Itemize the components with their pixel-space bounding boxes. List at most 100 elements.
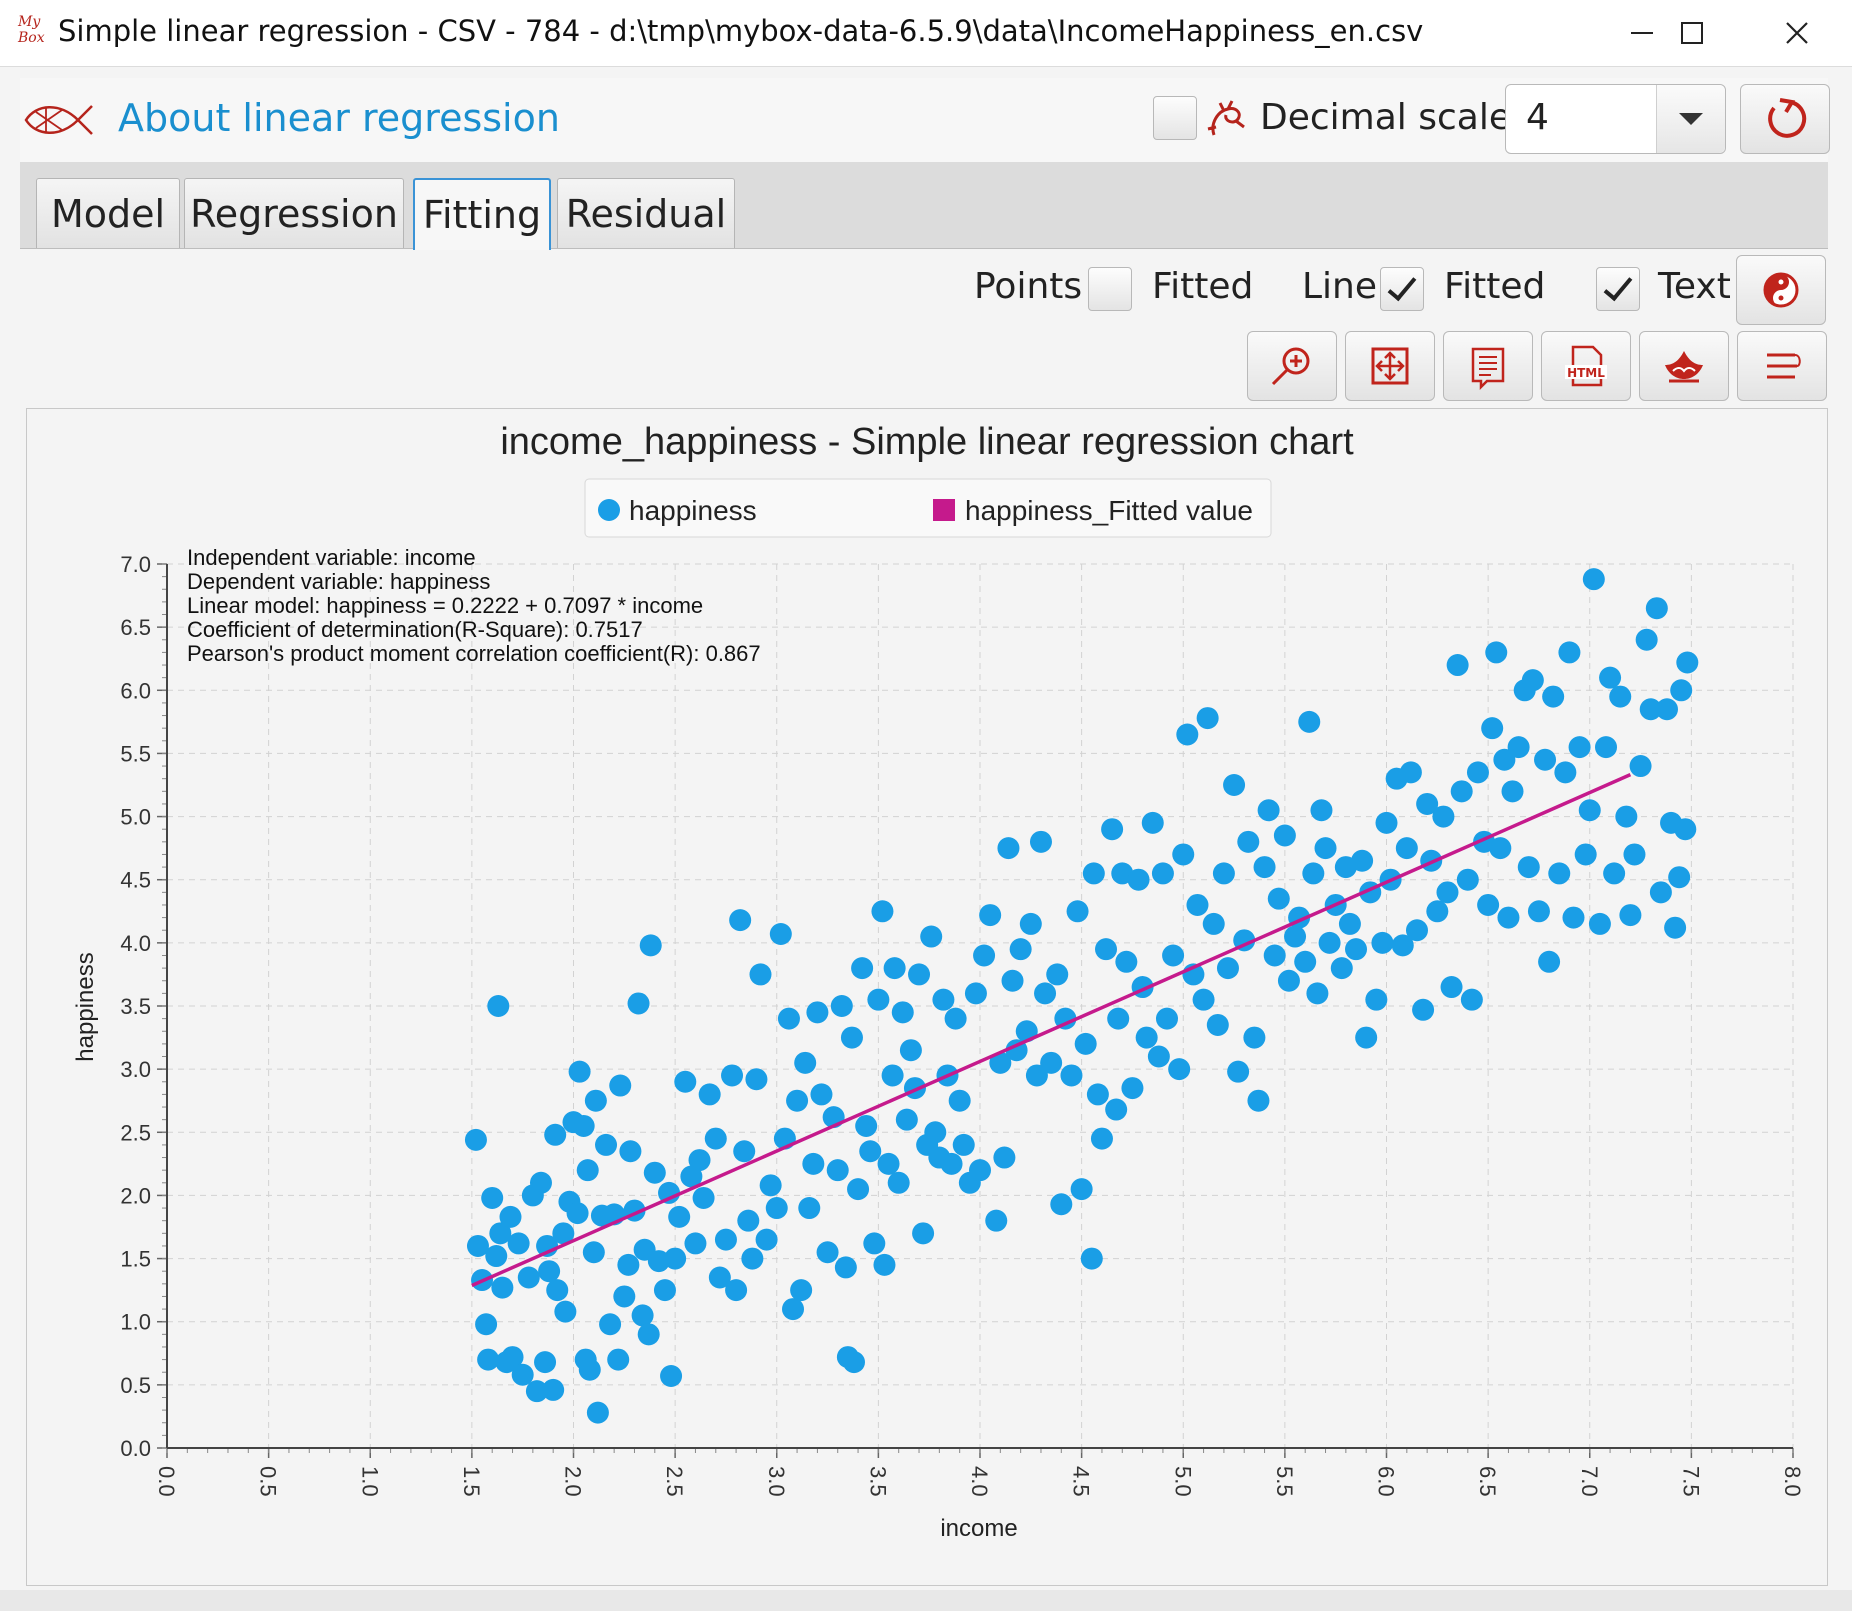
data-point xyxy=(511,1363,534,1386)
popup-data-button[interactable] xyxy=(1443,331,1533,401)
snapshot-button[interactable] xyxy=(1639,331,1729,401)
data-point xyxy=(1070,1178,1093,1201)
x-tick-label: 1.0 xyxy=(357,1466,382,1497)
data-point xyxy=(1460,988,1483,1011)
data-point xyxy=(617,1253,640,1276)
data-point xyxy=(871,900,894,923)
data-point xyxy=(664,1247,687,1270)
chevron-down-icon[interactable] xyxy=(1656,85,1725,153)
tab-fitting[interactable]: Fitting xyxy=(413,178,551,250)
data-point xyxy=(1436,881,1459,904)
data-point xyxy=(1019,912,1042,935)
data-point xyxy=(1489,837,1512,860)
style-button[interactable] xyxy=(1736,255,1826,325)
data-point xyxy=(1257,799,1280,822)
html-button[interactable]: HTML xyxy=(1541,331,1631,401)
data-point xyxy=(1595,736,1618,759)
y-tick-label: 3.5 xyxy=(120,994,151,1019)
data-point xyxy=(1168,1058,1191,1081)
data-point xyxy=(1395,837,1418,860)
data-point xyxy=(582,1241,605,1264)
tab-model[interactable]: Model xyxy=(36,178,180,248)
data-point xyxy=(1676,651,1699,674)
data-point xyxy=(1192,988,1215,1011)
data-point xyxy=(1466,761,1489,784)
data-point xyxy=(1391,934,1414,957)
chart-title: income_happiness - Simple linear regress… xyxy=(500,421,1354,463)
zoom-in-button[interactable] xyxy=(1247,331,1337,401)
data-point xyxy=(782,1298,805,1321)
menu-button[interactable] xyxy=(1737,331,1827,401)
tab-regression[interactable]: Regression xyxy=(184,178,404,248)
text-checkbox[interactable] xyxy=(1596,267,1640,311)
data-point xyxy=(1507,736,1530,759)
data-point xyxy=(1046,963,1069,986)
decimal-scale-value: 4 xyxy=(1526,97,1549,138)
x-tick-label: 0.0 xyxy=(154,1466,179,1497)
data-point xyxy=(867,988,890,1011)
data-point xyxy=(1629,755,1652,778)
data-point xyxy=(1141,811,1164,834)
data-point xyxy=(485,1245,508,1268)
regression-chart: income_happiness - Simple linear regress… xyxy=(72,421,1805,1542)
data-point xyxy=(489,1222,512,1245)
line-fitted-checkbox[interactable] xyxy=(1380,267,1424,311)
data-point xyxy=(708,1266,731,1289)
points-fitted-label: Fitted xyxy=(1152,266,1254,307)
fitted-line xyxy=(471,773,1632,1288)
data-point xyxy=(1542,685,1565,708)
data-point xyxy=(1345,938,1368,961)
refresh-button[interactable] xyxy=(1740,84,1830,154)
annotation-line: Coefficient of determination(R-Square): … xyxy=(187,617,643,642)
data-point xyxy=(1176,723,1199,746)
data-point xyxy=(1558,641,1581,664)
data-point xyxy=(1196,707,1219,730)
data-point xyxy=(973,944,996,967)
data-point xyxy=(969,1159,991,1182)
document-icon xyxy=(1471,347,1505,391)
data-point xyxy=(501,1346,524,1369)
data-point xyxy=(542,1378,565,1401)
fitted-line-group xyxy=(471,773,1632,1288)
data-point xyxy=(1086,1083,1109,1106)
data-point xyxy=(1298,710,1321,733)
annotation-line: Dependent variable: happiness xyxy=(187,569,490,594)
y-tick-label: 4.5 xyxy=(120,868,151,893)
maximize-button[interactable] xyxy=(1660,8,1724,58)
data-point xyxy=(1009,938,1032,961)
close-button[interactable] xyxy=(1765,8,1829,58)
data-point xyxy=(1247,1089,1270,1112)
svg-text:HTML: HTML xyxy=(1567,366,1605,380)
data-point xyxy=(1294,950,1317,973)
legend-marker-happiness xyxy=(598,499,620,521)
data-point xyxy=(698,1083,721,1106)
points-fitted-checkbox[interactable] xyxy=(1088,267,1132,311)
data-point xyxy=(873,1253,896,1276)
fit-view-button[interactable] xyxy=(1345,331,1435,401)
points-label: Points xyxy=(974,266,1083,307)
data-point xyxy=(908,963,931,986)
decimal-scale-checkbox[interactable] xyxy=(1153,96,1197,140)
y-tick-label: 7.0 xyxy=(120,552,151,577)
about-linear-regression-link[interactable]: About linear regression xyxy=(118,96,560,140)
x-tick-label: 8.0 xyxy=(1780,1466,1805,1497)
decimal-scale-select[interactable]: 4 xyxy=(1505,84,1726,154)
data-point xyxy=(834,1256,857,1279)
data-point xyxy=(1578,799,1601,822)
data-point xyxy=(932,988,955,1011)
data-point xyxy=(1517,856,1540,879)
data-point xyxy=(517,1266,540,1289)
data-point xyxy=(1090,1127,1113,1150)
y-tick-label: 5.0 xyxy=(120,805,151,830)
data-point xyxy=(1649,881,1672,904)
data-point xyxy=(552,1222,575,1245)
bottom-strip xyxy=(0,1590,1852,1611)
tab-residual[interactable]: Residual xyxy=(557,178,735,248)
data-point xyxy=(1302,862,1325,885)
data-point xyxy=(924,1121,947,1144)
data-point xyxy=(1216,957,1239,980)
y-tick-label: 2.5 xyxy=(120,1120,151,1145)
data-point xyxy=(491,1276,514,1299)
data-point xyxy=(920,925,943,948)
data-point xyxy=(477,1348,500,1371)
